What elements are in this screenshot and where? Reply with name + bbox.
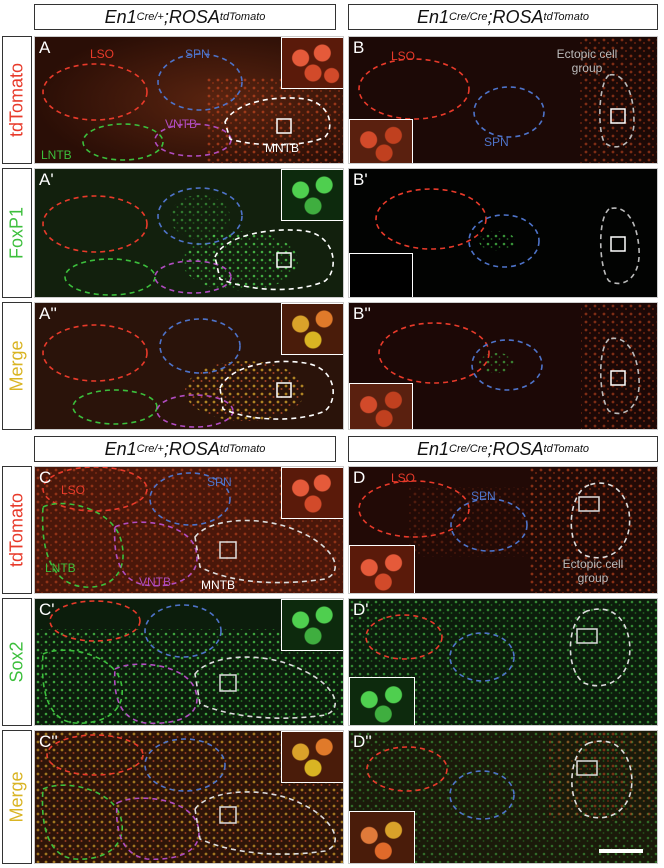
- panel-C1-inset: [281, 599, 343, 651]
- panel-D1-image: [349, 599, 657, 725]
- panel-B-inset: [349, 119, 413, 163]
- panel-D1: D': [348, 598, 658, 726]
- label-lso-C: LSO: [61, 483, 86, 497]
- header-left-top: En1 Cre/+; ROSA tdTomato: [34, 4, 336, 30]
- row-label-merge-top: Merge: [2, 302, 32, 430]
- label-spn-C: SPN: [207, 475, 232, 489]
- label-spn-A: SPN: [185, 47, 210, 61]
- panel-C1: C': [34, 598, 344, 726]
- panel-B2-inset: [349, 383, 413, 429]
- panel-A2-inset: [281, 303, 343, 355]
- panel-A-label: A: [39, 38, 51, 57]
- panel-C: C LSO SPN LNTB VNTB MNTB: [34, 466, 344, 594]
- panel-D1-label: D': [353, 600, 369, 619]
- panel-A2-label: A'': [39, 304, 57, 323]
- panel-A-inset: [281, 37, 343, 89]
- label-lntb-A: LNTB: [41, 148, 72, 162]
- panel-D: D LSO SPN Ectopic cell group: [348, 466, 658, 594]
- panel-B2: B'': [348, 302, 658, 430]
- row-label-foxp1: FoxP1: [2, 168, 32, 298]
- panel-C2: C'': [34, 730, 344, 864]
- panel-B2-label: B'': [353, 304, 371, 323]
- scale-bar: [599, 849, 643, 853]
- panel-D-label: D: [353, 468, 366, 487]
- panel-A1: A': [34, 168, 344, 298]
- header-left-bottom: En1 Cre/+; ROSA tdTomato: [34, 436, 336, 462]
- panel-A2: A'': [34, 302, 344, 430]
- panel-B1: B': [348, 168, 658, 298]
- panel-A1-label: A': [39, 170, 54, 189]
- panel-A1-inset: [281, 169, 343, 221]
- panel-C-label: C: [39, 468, 52, 487]
- label-lso-D: LSO: [391, 471, 416, 485]
- panel-D1-inset: [349, 677, 415, 725]
- row-label-sox2: Sox2: [2, 598, 32, 726]
- panel-D2-image: [349, 731, 657, 863]
- label-vntb-C: VNTB: [139, 575, 172, 589]
- label-lso-A: LSO: [90, 47, 115, 61]
- label-mntb-A: MNTB: [265, 141, 299, 155]
- panel-B: B LSO SPN Ectopic cell group: [348, 36, 658, 164]
- panel-D2: D'': [348, 730, 658, 864]
- header-right-bottom: En1 Cre/Cre; ROSA tdTomato: [348, 436, 658, 462]
- label-lso-B: LSO: [391, 49, 416, 63]
- panel-B1-inset: [349, 253, 413, 297]
- header-right-top: En1 Cre/Cre; ROSA tdTomato: [348, 4, 658, 30]
- panel-C1-label: C': [39, 600, 55, 619]
- panel-C2-inset: [281, 731, 343, 783]
- row-label-merge-bottom: Merge: [2, 730, 32, 864]
- label-spn-D: SPN: [471, 489, 496, 503]
- label-ectopic-D: Ectopic cell group: [562, 557, 624, 585]
- panel-B1-label: B': [353, 170, 368, 189]
- panel-C2-label: C'': [39, 732, 58, 751]
- row-label-tdtomato-top: tdTomato: [2, 36, 32, 164]
- panel-C-inset: [281, 467, 343, 519]
- panel-D2-label: D'': [353, 732, 372, 751]
- label-mntb-C: MNTB: [201, 578, 235, 592]
- row-label-tdtomato-bottom: tdTomato: [2, 466, 32, 594]
- panel-A1-image: [35, 169, 343, 297]
- label-vntb-A: VNTB: [165, 117, 198, 131]
- label-spn-B: SPN: [484, 135, 509, 149]
- panel-D-inset: [349, 545, 415, 593]
- panel-D2-inset: [349, 811, 415, 863]
- panel-A: A LSO SPN VNTB LNTB MNTB: [34, 36, 344, 164]
- label-lntb-C: LNTB: [45, 561, 76, 575]
- label-ectopic-B: Ectopic cell group: [556, 47, 618, 75]
- panel-B-label: B: [353, 38, 365, 57]
